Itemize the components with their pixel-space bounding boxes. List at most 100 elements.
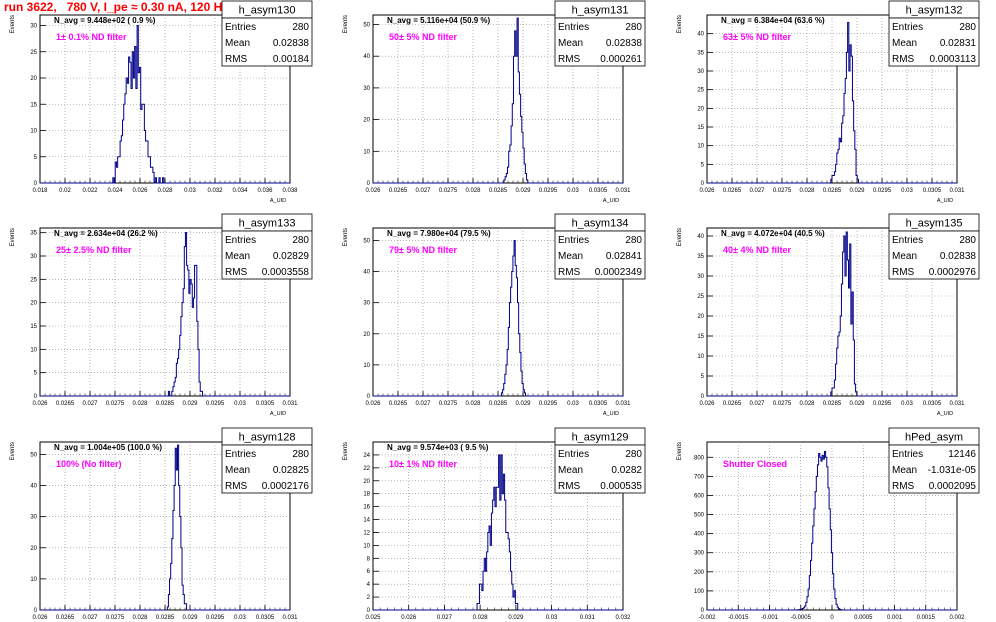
x-tick-label: 0.032 [207, 188, 223, 194]
y-tick-label: 30 [30, 515, 37, 521]
filter-label: 100% (No filter) [56, 459, 122, 469]
y-tick-label: 5 [701, 162, 705, 168]
y-tick-label: 20 [363, 118, 370, 124]
y-axis-title: Events [677, 228, 683, 246]
histogram-title: h_asym132 [906, 5, 963, 17]
x-tick-label: 0.0265 [723, 188, 742, 194]
x-tick-label: 0.0295 [206, 401, 225, 407]
y-tick-label: 5 [34, 371, 38, 377]
stats-mean-label: Mean [558, 251, 583, 262]
stats-rms-label: RMS [892, 267, 915, 278]
x-axis-title: A_UID [603, 198, 619, 204]
y-axis-title: Events [10, 228, 16, 246]
x-tick-label: 0.001 [887, 615, 903, 621]
stats-box [221, 230, 313, 280]
stats-rms-value: 0.0003113 [929, 54, 976, 65]
x-tick-label: 0.0305 [256, 615, 275, 621]
stats-rms-label: RMS [558, 481, 581, 492]
histogram-title: h_asym128 [239, 432, 296, 444]
y-tick-label: 18 [363, 492, 370, 498]
stats-mean-value: 0.0282 [611, 465, 642, 476]
y-tick-label: 40 [697, 32, 704, 38]
x-tick-label: 0.03 [567, 401, 579, 407]
y-tick-label: 0 [34, 608, 38, 614]
y-tick-label: 0 [701, 394, 705, 400]
y-tick-label: 20 [363, 479, 370, 485]
y-tick-label: 5 [34, 155, 38, 161]
stats-rms-label: RMS [892, 54, 915, 65]
x-tick-label: 0.027 [82, 401, 98, 407]
filter-label: 79± 5% ND filter [389, 245, 457, 255]
x-axis-title: A_UID [937, 198, 953, 204]
y-tick-label: 30 [697, 274, 704, 280]
x-tick-label: 0.0275 [773, 188, 792, 194]
x-tick-label: 0.03 [567, 188, 579, 194]
stats-mean-label: Mean [225, 38, 250, 49]
filter-label: 40± 4% ND filter [723, 245, 791, 255]
x-tick-label: 0.018 [32, 188, 48, 194]
y-tick-label: 10 [363, 543, 370, 549]
x-tick-label: 0.03 [901, 188, 913, 194]
x-tick-label: 0.029 [508, 615, 524, 621]
y-tick-label: 14 [363, 518, 370, 524]
navg-label: N_avg = 6.384e+04 (63.6 %) [721, 16, 825, 25]
y-tick-label: 15 [30, 324, 37, 330]
navg-label: N_avg = 9.448e+02 ( 0.9 %) [54, 16, 156, 25]
x-tick-label: 0.031 [282, 615, 298, 621]
histogram-panel-h_asym131: 0.026 0.0265 0.027 0.0275 0.028 0.0285 0.029 0.… [343, 0, 646, 204]
y-tick-label: 12 [363, 530, 370, 536]
y-axis-title: Events [343, 15, 349, 33]
stats-entries-label: Entries [558, 235, 589, 246]
histogram-panel-h_asym129: 0.025 0.026 0.027 0.028 0.029 0.03 0.031 0.032 0… [343, 427, 646, 621]
histogram-title: hPed_asym [905, 432, 963, 444]
stats-entries-label: Entries [892, 449, 923, 460]
x-tick-label: 0.0285 [156, 615, 175, 621]
y-tick-label: 6 [367, 569, 371, 575]
stats-rms-value: 0.0003558 [262, 267, 310, 278]
stats-rms-value: 0.0002349 [595, 267, 643, 278]
x-tick-label: 0.0275 [106, 615, 125, 621]
stats-entries-label: Entries [558, 22, 589, 33]
histogram-series [40, 25, 290, 184]
stats-mean-value: -1.031e-05 [928, 465, 977, 476]
navg-label: N_avg = 9.574e+03 ( 9.5 %) [387, 443, 489, 452]
histogram-title: h_asym130 [239, 5, 296, 17]
navg-label: N_avg = 2.634e+04 (26.2 %) [54, 229, 158, 238]
navg-label: N_avg = 7.980e+04 (79.5 %) [387, 229, 491, 238]
stats-mean-value: 0.02838 [606, 38, 643, 49]
histogram-panel-h_asym135: 0.026 0.0265 0.027 0.0275 0.028 0.0285 0.029 0.… [677, 213, 980, 417]
x-tick-label: 0.0285 [823, 188, 842, 194]
x-tick-label: 0.029 [849, 401, 865, 407]
x-tick-label: 0.0275 [106, 401, 125, 407]
stats-entries-label: Entries [892, 22, 923, 33]
y-axis-title: Events [677, 442, 683, 460]
y-tick-label: 0 [367, 608, 371, 614]
navg-label: N_avg = 4.072e+04 (40.5 %) [721, 229, 825, 238]
x-tick-label: 0.028 [132, 401, 148, 407]
y-axis-title: Events [10, 442, 16, 460]
x-tick-label: 0.0265 [56, 615, 75, 621]
x-axis-title: A_UID [603, 411, 619, 417]
y-tick-label: 5 [701, 374, 705, 380]
x-tick-label: 0.0285 [489, 188, 508, 194]
stats-entries-label: Entries [225, 235, 256, 246]
x-tick-label: 0.0265 [723, 401, 742, 407]
x-tick-label: 0.027 [415, 188, 431, 194]
y-tick-label: 35 [30, 231, 37, 237]
stats-rms-value: 0.000535 [600, 481, 642, 492]
navg-label: N_avg = 5.116e+04 (50.9 %) [387, 16, 491, 25]
x-tick-label: 0.0275 [439, 188, 458, 194]
stats-rms-label: RMS [558, 267, 581, 278]
x-tick-label: 0.032 [615, 615, 631, 621]
y-tick-label: 30 [30, 24, 37, 30]
x-tick-label: 0.027 [749, 401, 765, 407]
y-axis-title: Events [677, 15, 683, 33]
stats-mean-value: 0.02838 [273, 38, 310, 49]
x-tick-label: 0.026 [699, 188, 715, 194]
stats-box [554, 230, 646, 280]
x-tick-label: 0.026 [365, 401, 381, 407]
x-tick-label: 0.028 [465, 188, 481, 194]
histogram-panel-h_asym133: 0.026 0.0265 0.027 0.0275 0.028 0.0285 0.029 0.… [10, 213, 313, 417]
x-tick-label: 0.026 [132, 188, 148, 194]
